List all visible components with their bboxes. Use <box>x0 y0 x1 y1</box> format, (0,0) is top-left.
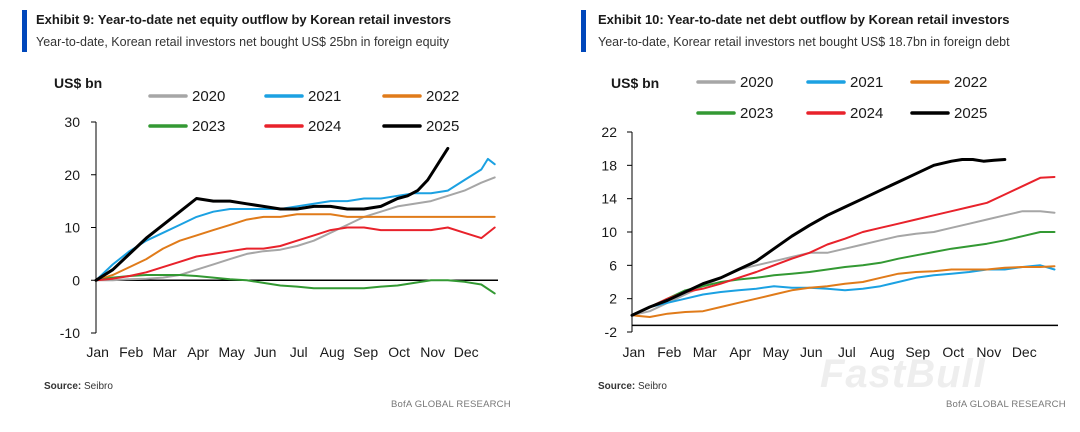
series-line-2023 <box>95 274 496 295</box>
legend-label: 2024 <box>308 118 341 135</box>
series-line-2022 <box>95 213 496 282</box>
series-line-2024 <box>95 226 496 282</box>
source-note: Source: Seibro <box>44 381 113 392</box>
title-accent-bar <box>581 10 586 52</box>
exhibit-10-panel: Exhibit 10: Year-to-date net debt outflo… <box>540 0 1080 432</box>
equity-outflow-chart: 30 20 10 0 -10 US$ bn Jan Feb Mar Apr May Jun Jul Aug… <box>54 75 498 360</box>
legend-label: 2023 <box>740 105 773 122</box>
y-tick-label: -10 <box>60 325 80 341</box>
bofa-footer: BofA GLOBAL RESEARCH <box>391 399 511 410</box>
exhibit-subtitle: Year-to-date, Korean retail investors ne… <box>36 35 449 49</box>
x-tick-label: Jun <box>254 344 277 360</box>
y-tick-label: 30 <box>64 114 80 130</box>
chart-group: 22 18 14 10 6 2 -2 US$ bn Jan Feb Mar Apr May Jun Jul A… <box>601 74 1058 360</box>
legend-label: 2025 <box>426 118 459 135</box>
legend-label: 2021 <box>850 74 883 91</box>
bofa-footer: BofA GLOBAL RESEARCH <box>946 399 1066 410</box>
x-tick-label: Nov <box>976 344 1001 360</box>
exhibit-9-panel: Exhibit 9: Year-to-date net equity outfl… <box>22 10 511 410</box>
x-tick-label: Sep <box>905 344 930 360</box>
legend-label: 2020 <box>740 74 773 91</box>
x-tick-label: Jan <box>622 344 645 360</box>
y-tick-label: 22 <box>601 124 617 140</box>
y-tick-label: 10 <box>601 224 617 240</box>
x-tick-label: Aug <box>870 344 895 360</box>
watermark-logo: FastBull <box>820 352 986 396</box>
x-tick-label: Jan <box>86 344 109 360</box>
x-tick-label: Jul <box>838 344 856 360</box>
series-line-2025 <box>94 146 450 282</box>
y-tick-label: -2 <box>605 324 618 340</box>
y-tick-label: 6 <box>609 257 617 273</box>
series-line-2025 <box>630 158 1007 317</box>
series-line-2020 <box>631 210 1056 317</box>
y-tick-label: 20 <box>64 167 80 183</box>
x-tick-label: Feb <box>657 344 681 360</box>
exhibit-title: Exhibit 9: Year-to-date net equity outfl… <box>36 12 452 27</box>
x-tick-label: Sep <box>353 344 378 360</box>
y-axis-title: US$ bn <box>611 75 659 91</box>
legend-label: 2021 <box>308 88 341 105</box>
debt-outflow-chart: 22 18 14 10 6 2 -2 US$ bn Jan Feb Mar Apr May Jun Jul A… <box>601 74 1058 360</box>
exhibit-subtitle: Year-to-date, Korear retail investors ne… <box>598 35 1010 49</box>
exhibit-title: Exhibit 10: Year-to-date net debt outflo… <box>598 12 1010 27</box>
source-note: Source: Seibro <box>598 381 667 392</box>
title-accent-bar <box>22 10 27 52</box>
x-tick-label: Apr <box>729 344 751 360</box>
legend-label: 2025 <box>954 105 987 122</box>
y-tick-label: 2 <box>609 291 617 307</box>
x-tick-label: Dec <box>454 344 479 360</box>
y-tick-label: 18 <box>601 157 617 173</box>
legend-label: 2024 <box>850 105 883 122</box>
legend-label: 2022 <box>954 74 987 91</box>
chart-group: 30 20 10 0 -10 US$ bn Jan Feb Mar Apr May Jun Jul Aug… <box>54 75 498 360</box>
x-tick-label: Nov <box>420 344 445 360</box>
x-tick-label: Apr <box>187 344 209 360</box>
x-tick-label: Oct <box>942 344 964 360</box>
x-tick-label: Dec <box>1012 344 1037 360</box>
x-tick-label: May <box>763 344 789 360</box>
legend-label: 2023 <box>192 118 225 135</box>
y-tick-label: 10 <box>64 220 80 236</box>
legend-label: 2022 <box>426 88 459 105</box>
x-tick-label: Aug <box>320 344 345 360</box>
source-value: Seibro <box>638 381 667 392</box>
x-tick-label: May <box>218 344 244 360</box>
series-line-2020 <box>95 176 496 282</box>
source-value: Seibro <box>84 381 113 392</box>
y-axis-title: US$ bn <box>54 75 102 91</box>
x-tick-label: Jun <box>800 344 823 360</box>
series-line-2021 <box>95 157 496 282</box>
y-tick-label: 14 <box>601 191 617 207</box>
series-line-2023 <box>631 231 1056 317</box>
x-tick-label: Mar <box>693 344 717 360</box>
series-line-2024 <box>631 176 1056 317</box>
series-line-2022 <box>631 265 1056 318</box>
source-label: Source: <box>598 381 636 392</box>
source-label: Source: <box>44 381 82 392</box>
x-tick-label: Oct <box>388 344 410 360</box>
legend-label: 2020 <box>192 88 225 105</box>
y-tick-label: 0 <box>72 272 80 288</box>
x-tick-label: Feb <box>119 344 143 360</box>
x-tick-label: Jul <box>290 344 308 360</box>
x-tick-label: Mar <box>153 344 177 360</box>
